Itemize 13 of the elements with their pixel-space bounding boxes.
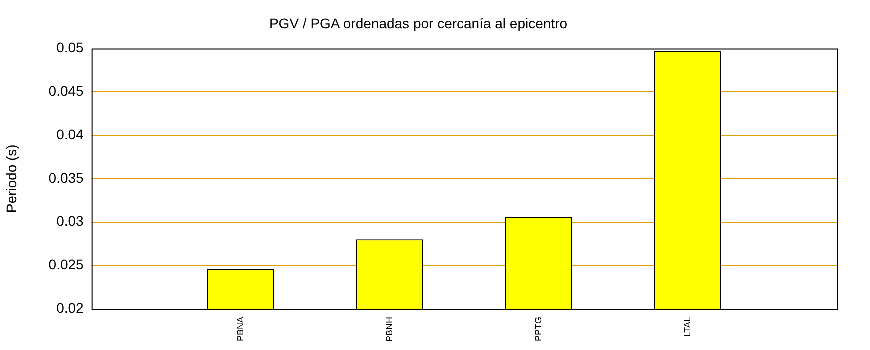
x-tick-label: LTAL [682,316,692,338]
x-tick-label: PBNA [235,316,246,342]
y-tick-label: 0.04 [56,126,84,142]
y-tick-label: 0.03 [56,213,84,230]
x-tick-label: PPTG [533,316,544,342]
y-tick-label: 0.02 [56,300,84,316]
y-tick-label: 0.035 [48,170,84,186]
x-tick-label: PBNH [384,316,394,342]
y-tick-label: 0.05 [56,40,84,56]
y-tick-label: 0.045 [48,83,84,100]
y-tick-label: 0.025 [48,256,84,272]
y-axis-title: Periodo (s) [3,144,20,214]
chart-title: PGV / PGA ordenadas por cercanía al epicentro [269,15,568,32]
